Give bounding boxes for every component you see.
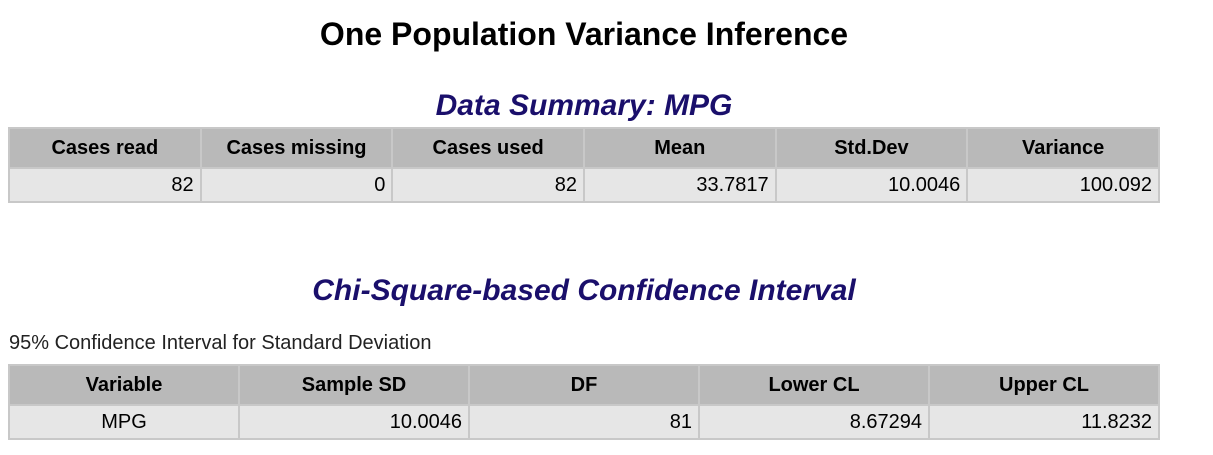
header-std-dev: Std.Dev — [774, 127, 969, 169]
cell-cases-missing: 0 — [199, 167, 394, 203]
cell-sample-sd: 10.0046 — [238, 404, 470, 440]
header-mean: Mean — [582, 127, 777, 169]
header-cases-used: Cases used — [391, 127, 585, 169]
confidence-interval-table: Variable Sample SD DF Lower CL Upper CL … — [8, 364, 1160, 440]
cell-mean: 33.7817 — [582, 167, 777, 203]
table-row: 82 0 82 33.7817 10.0046 100.092 — [8, 167, 1160, 203]
header-variance: Variance — [966, 127, 1160, 169]
header-sample-sd: Sample SD — [238, 364, 470, 406]
cell-variable: MPG — [8, 404, 240, 440]
cell-variance: 100.092 — [966, 167, 1160, 203]
header-lower-cl: Lower CL — [698, 364, 930, 406]
page-title: One Population Variance Inference — [319, 16, 849, 52]
confidence-interval-title: Chi-Square-based Confidence Interval — [312, 274, 856, 307]
confidence-interval-caption: 95% Confidence Interval for Standard Dev… — [9, 332, 432, 354]
table-row: MPG 10.0046 81 8.67294 11.8232 — [8, 404, 1160, 440]
data-summary-table: Cases read Cases missing Cases used Mean… — [8, 127, 1160, 203]
table-header-row: Cases read Cases missing Cases used Mean… — [8, 127, 1160, 169]
table-header-row: Variable Sample SD DF Lower CL Upper CL — [8, 364, 1160, 406]
header-cases-missing: Cases missing — [199, 127, 394, 169]
header-df: DF — [468, 364, 700, 406]
data-summary-title: Data Summary: MPG — [435, 89, 733, 122]
cell-cases-used: 82 — [391, 167, 585, 203]
cell-upper-cl: 11.8232 — [928, 404, 1160, 440]
cell-df: 81 — [468, 404, 700, 440]
cell-lower-cl: 8.67294 — [698, 404, 930, 440]
cell-cases-read: 82 — [8, 167, 202, 203]
header-variable: Variable — [8, 364, 240, 406]
cell-std-dev: 10.0046 — [774, 167, 969, 203]
header-upper-cl: Upper CL — [928, 364, 1160, 406]
header-cases-read: Cases read — [8, 127, 202, 169]
